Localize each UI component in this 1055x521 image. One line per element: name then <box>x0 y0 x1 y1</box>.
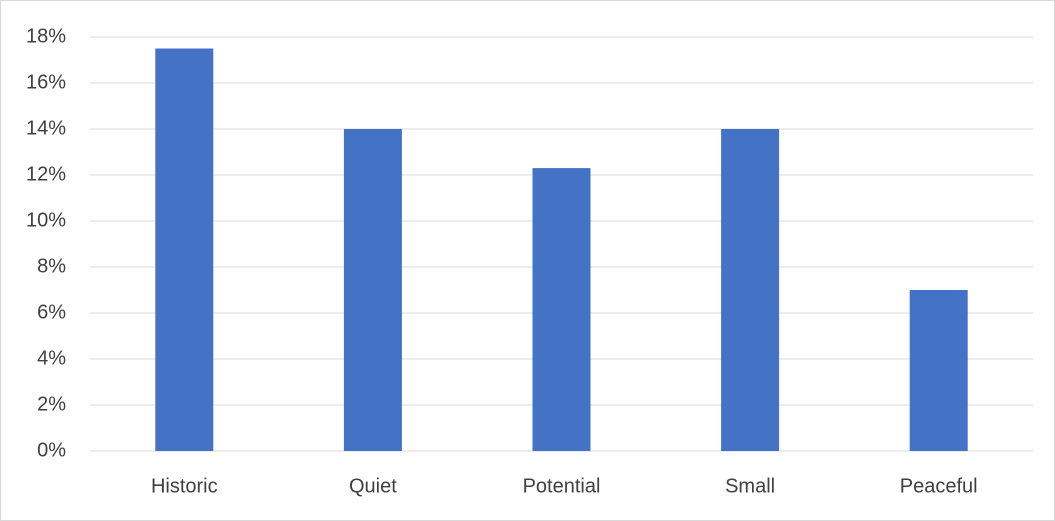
bar <box>721 129 780 451</box>
y-tick-label: 8% <box>37 255 66 277</box>
x-tick-label: Quiet <box>349 475 397 497</box>
y-tick-label: 16% <box>26 71 66 93</box>
x-tick-label: Small <box>725 475 775 497</box>
bar <box>532 168 591 451</box>
bar <box>155 48 214 451</box>
y-tick-label: 10% <box>26 209 66 231</box>
bar <box>909 290 968 451</box>
y-tick-label: 6% <box>37 301 66 323</box>
y-tick-label: 12% <box>26 163 66 185</box>
x-tick-label: Historic <box>151 475 218 497</box>
y-tick-label: 0% <box>37 439 66 461</box>
bar <box>343 129 402 451</box>
x-tick-label: Peaceful <box>900 475 978 497</box>
y-tick-label: 2% <box>37 393 66 415</box>
x-tick-label: Potential <box>523 475 601 497</box>
y-tick-label: 18% <box>26 25 66 47</box>
y-tick-label: 14% <box>26 117 66 139</box>
y-tick-label: 4% <box>37 347 66 369</box>
